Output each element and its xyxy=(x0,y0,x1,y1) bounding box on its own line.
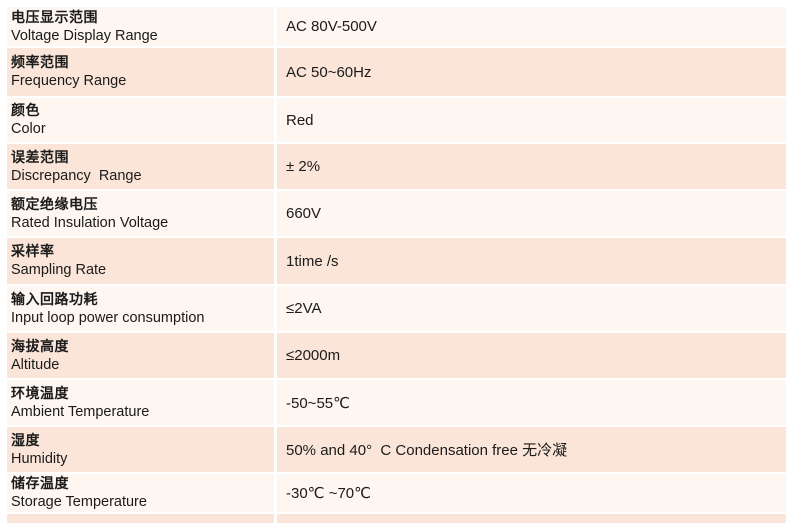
spec-label-zh: 频率范围 xyxy=(11,54,69,70)
spec-label-en: Sampling Rate xyxy=(11,262,107,278)
table-row: 采样率 Sampling Rate 1time /s xyxy=(7,238,786,284)
table-row: 湿度 Humidity 50% and 40° C Condensation f… xyxy=(7,427,786,472)
spec-value: -30℃ ~70℃ xyxy=(277,474,786,512)
spec-label-en: Storage Temperature xyxy=(11,494,147,510)
table-row: 储存温度 Storage Temperature -30℃ ~70℃ xyxy=(7,474,786,512)
spec-label-cell: 额定绝缘电压 Rated Insulation Voltage xyxy=(7,191,274,236)
spec-label-en: Voltage Display Range xyxy=(11,27,158,44)
table-row: 频率范围 Frequency Range AC 50~60Hz xyxy=(7,48,786,96)
cutoff-row-strip xyxy=(7,514,786,523)
spec-label-zh: 环境温度 xyxy=(11,384,69,401)
spec-value: 1time /s xyxy=(277,238,786,284)
spec-value: AC 80V-500V xyxy=(277,7,786,46)
spec-label-en: Input loop power consumption xyxy=(11,309,205,326)
spec-value: AC 50~60Hz xyxy=(277,48,786,96)
spec-label-cell: 输入回路功耗 Input loop power consumption xyxy=(7,286,274,331)
cutoff-row-value-segment xyxy=(277,514,786,523)
table-row: 输入回路功耗 Input loop power consumption ≤2VA xyxy=(7,286,786,331)
spec-label-en: Color xyxy=(11,121,46,137)
spec-table: 电压显示范围 Voltage Display Range AC 80V-500V… xyxy=(7,7,786,523)
table-row: 额定绝缘电压 Rated Insulation Voltage 660V xyxy=(7,191,786,236)
cutoff-row-label-segment xyxy=(7,514,274,523)
spec-label-zh: 额定绝缘电压 xyxy=(11,195,98,212)
table-row: 海拔高度 Altitude ≤2000m xyxy=(7,333,786,378)
spec-label-en: Altitude xyxy=(11,356,60,373)
spec-value: ± 2% xyxy=(277,144,786,189)
spec-label-cell: 储存温度 Storage Temperature xyxy=(7,474,274,512)
spec-label-zh: 误差范围 xyxy=(11,148,69,165)
spec-value: 50% and 40° C Condensation free 无冷凝 xyxy=(277,427,786,472)
spec-label-zh: 颜色 xyxy=(11,102,40,118)
spec-label-zh: 海拔高度 xyxy=(11,337,69,354)
spec-label-en: Ambient Temperature xyxy=(11,403,150,420)
spec-label-en: Frequency Range xyxy=(11,73,127,89)
table-row: 颜色 Color Red xyxy=(7,98,786,142)
spec-label-cell: 采样率 Sampling Rate xyxy=(7,238,274,284)
table-row: 电压显示范围 Voltage Display Range AC 80V-500V xyxy=(7,7,786,46)
spec-label-cell: 颜色 Color xyxy=(7,98,274,142)
table-row: 环境温度 Ambient Temperature -50~55℃ xyxy=(7,380,786,425)
spec-label-en: Rated Insulation Voltage xyxy=(11,214,169,231)
spec-label-zh: 储存温度 xyxy=(11,475,69,491)
spec-label-zh: 输入回路功耗 xyxy=(11,290,98,307)
spec-label-cell: 误差范围 Discrepancy Range xyxy=(7,144,274,189)
spec-label-en: Discrepancy Range xyxy=(11,167,142,184)
spec-label-zh: 湿度 xyxy=(11,431,40,448)
spec-label-cell: 环境温度 Ambient Temperature xyxy=(7,380,274,425)
spec-value: ≤2000m xyxy=(277,333,786,378)
spec-value: -50~55℃ xyxy=(277,380,786,425)
spec-label-cell: 湿度 Humidity xyxy=(7,427,274,472)
spec-label-en: Humidity xyxy=(11,450,68,467)
spec-label-zh: 采样率 xyxy=(11,243,55,259)
spec-value: 660V xyxy=(277,191,786,236)
spec-label-cell: 电压显示范围 Voltage Display Range xyxy=(7,7,274,46)
spec-label-zh: 电压显示范围 xyxy=(11,8,98,25)
spec-value: Red xyxy=(277,98,786,142)
spec-value: ≤2VA xyxy=(277,286,786,331)
spec-label-cell: 频率范围 Frequency Range xyxy=(7,48,274,96)
spec-label-cell: 海拔高度 Altitude xyxy=(7,333,274,378)
table-row: 误差范围 Discrepancy Range ± 2% xyxy=(7,144,786,189)
